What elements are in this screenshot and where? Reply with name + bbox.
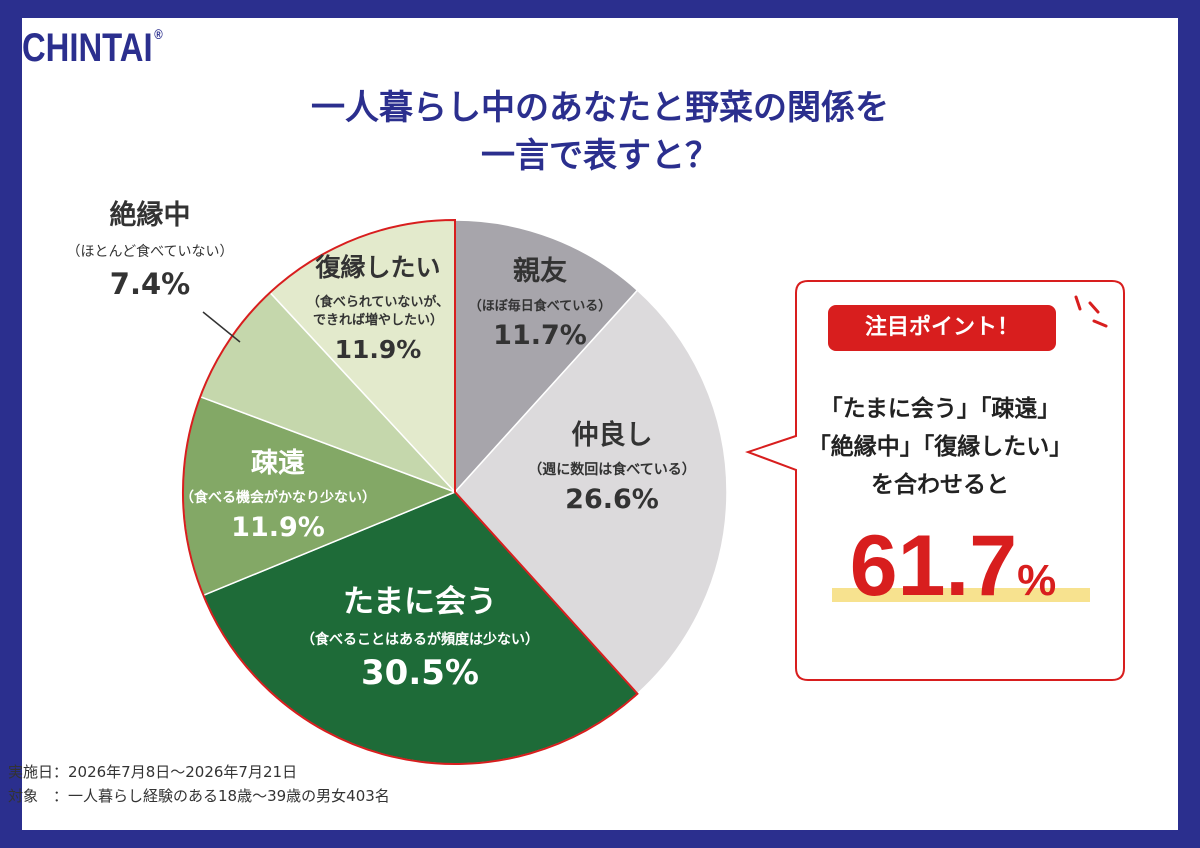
slice-label-percent: 11.9% (231, 512, 325, 543)
slice-label-sub: できれば増やしたい） (313, 312, 443, 328)
slice-label-name: 復縁したい (314, 253, 440, 282)
callout-line2: 「絶縁中」「復縁したい」 (807, 434, 1073, 460)
page-title-line2: 一言で表すと？ (481, 136, 719, 176)
slice-label-percent: 11.9% (335, 335, 422, 364)
slice-label-sub: （食べる機会がかなり少ない） (180, 489, 376, 506)
slice-label-sub: （ほとんど食べていない） (66, 243, 233, 260)
slice-label-percent: 7.4% (110, 267, 190, 301)
slice-label-sub: （週に数回は食べている） (528, 461, 695, 478)
slice-label-percent: 11.7% (493, 320, 587, 351)
attention-badge: 注目ポイント！ (828, 305, 1056, 351)
total-percentage: 61.7% (808, 518, 1098, 629)
slice-shinyu (454, 219, 639, 494)
total-percentage-unit: % (1017, 556, 1057, 605)
page-title-line1: 一人暮らし中のあなたと野菜の関係を (311, 88, 889, 128)
callout-line3: を合わせると (871, 472, 1009, 498)
slice-label-name: 親友 (513, 256, 567, 287)
slice-label-name: 絶縁中 (110, 199, 191, 231)
emphasis-marks-icon (1074, 295, 1108, 328)
slice-label-name: 仲良し (572, 419, 653, 451)
survey-target: 対象 ：一人暮らし経験のある18歳〜39歳の男女403名 (8, 787, 390, 805)
survey-date: 実施日：2026年7月8日〜2026年7月21日 (8, 763, 298, 781)
highlight-group-outline (182, 218, 639, 765)
slice-nakayoshi (453, 289, 728, 695)
callout-line1: 「たまに会う」「疎遠」 (819, 396, 1061, 422)
total-percentage-value: 61.7 (849, 518, 1018, 614)
slice-label-percent: 30.5% (361, 653, 479, 693)
chintai-logo: CHINTAI ® (22, 26, 163, 70)
highlight-underline (832, 588, 1090, 602)
slice-label-sub: （食べることはあるが頻度は少ない） (301, 631, 539, 648)
slice-label-percent: 26.6% (565, 484, 659, 515)
slice-label-sub: （ほぼ毎日食べている） (469, 298, 611, 314)
slice-label-name: たまに会う (343, 584, 497, 620)
slice-label-name: 疎遠 (251, 448, 305, 479)
slice-label-sub: （食べられていないが、 (307, 294, 449, 310)
leader-line-zetsuen (202, 311, 241, 343)
